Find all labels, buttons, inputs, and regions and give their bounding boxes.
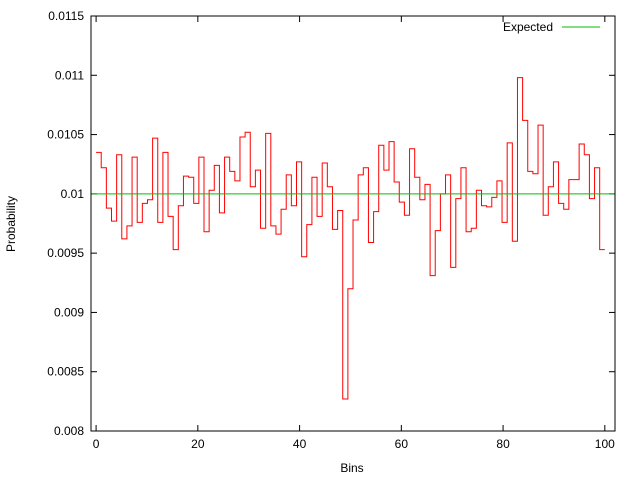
y-tick-label: 0.009 xyxy=(54,305,84,319)
y-tick-label: 0.008 xyxy=(54,424,84,438)
y-tick-label: 0.0095 xyxy=(47,246,84,260)
x-tick-label: 100 xyxy=(595,437,615,451)
x-tick-label: 20 xyxy=(191,437,205,451)
y-tick-label: 0.01 xyxy=(61,187,85,201)
plot-border xyxy=(90,15,616,432)
y-tick-label: 0.0115 xyxy=(48,9,84,23)
x-tick-label: 60 xyxy=(395,437,409,451)
x-tick-label: 0 xyxy=(93,437,100,451)
y-tick-label: 0.0105 xyxy=(47,128,84,142)
y-tick-label: 0.011 xyxy=(55,68,84,82)
x-axis-label: Bins xyxy=(340,461,363,475)
y-tick-label: 0.0085 xyxy=(47,365,84,379)
series-layer xyxy=(91,77,615,400)
legend-label-expected: Expected xyxy=(503,20,553,34)
y-axis-label: Probability xyxy=(4,196,18,252)
x-tick-label: 80 xyxy=(496,437,510,451)
legend: Expected xyxy=(503,20,600,34)
axis-ticks: 0 20 40 60 80 100 0.008 0.0085 0.009 0.0095 0.01 0.… xyxy=(47,9,615,451)
x-tick-label: 40 xyxy=(293,437,307,451)
histogram-steps-line xyxy=(96,77,605,400)
